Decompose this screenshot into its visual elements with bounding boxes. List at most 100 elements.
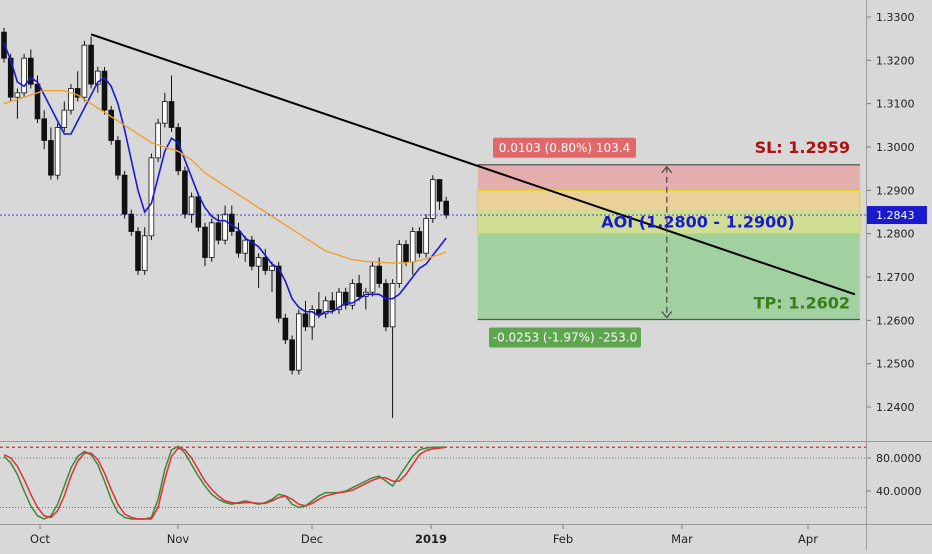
candle xyxy=(182,166,188,219)
candle xyxy=(215,214,222,245)
candle-body-up xyxy=(95,70,101,85)
candle-body-down xyxy=(356,283,362,297)
candle-body-down xyxy=(88,44,94,85)
candle-body-up xyxy=(349,283,356,306)
candle-body-up xyxy=(429,179,436,219)
candle-body-down xyxy=(101,70,108,111)
candle-body-down xyxy=(403,244,409,263)
candle xyxy=(242,235,249,262)
candle-body-up xyxy=(61,109,68,128)
candle xyxy=(416,227,423,258)
candle-body-down xyxy=(27,57,34,85)
candle xyxy=(68,84,74,115)
candle-body-down xyxy=(289,339,295,371)
candle xyxy=(336,287,342,314)
candle xyxy=(349,279,356,310)
candle-body-up xyxy=(68,88,74,111)
candle-body-up xyxy=(161,101,168,124)
candle xyxy=(396,240,403,288)
time-tick-label: Apr xyxy=(798,532,818,546)
candle xyxy=(289,335,295,375)
candle xyxy=(95,66,101,93)
candle-body-up xyxy=(155,122,161,159)
annotations: 0.0103 (0.80%) 103.4 -0.0253 (-1.97%) -25… xyxy=(0,33,866,348)
candle xyxy=(389,279,396,418)
zone-label: AOI (1.2800 - 1.2900) xyxy=(601,212,794,231)
candle-body-down xyxy=(302,313,309,328)
candle-body-down xyxy=(376,265,382,284)
candle xyxy=(188,192,195,223)
candle xyxy=(275,261,282,323)
candle xyxy=(48,127,54,180)
candle xyxy=(21,53,27,98)
candle-body-down xyxy=(34,83,41,120)
candle-body-down xyxy=(115,140,121,176)
candle xyxy=(168,75,175,132)
candle xyxy=(329,292,336,314)
candle xyxy=(121,170,128,219)
candle xyxy=(356,274,362,301)
time-tick-label: 2019 xyxy=(415,532,447,546)
time-tick-label: Oct xyxy=(30,532,50,546)
candle xyxy=(208,218,215,262)
slow-moving-average-line xyxy=(3,90,447,264)
time-tick-label: Dec xyxy=(301,532,323,546)
candle xyxy=(342,287,349,310)
candle-body-up xyxy=(255,257,262,267)
candle xyxy=(108,105,115,145)
candle xyxy=(14,88,21,119)
trade-zones xyxy=(477,164,861,321)
oscillator-k-line xyxy=(3,445,447,520)
indicator-lines xyxy=(3,42,447,317)
candle xyxy=(295,309,302,375)
candle xyxy=(262,248,269,275)
take-profit-label: TP: 1.2602 xyxy=(754,293,850,312)
oscillator-pane xyxy=(0,445,866,520)
candle xyxy=(222,205,228,245)
candle xyxy=(115,136,121,180)
candle xyxy=(141,227,148,275)
candle xyxy=(195,192,202,232)
candle-body-down xyxy=(168,101,175,128)
candle-body-down xyxy=(135,231,141,271)
candle-body-down xyxy=(235,231,242,254)
candle-body-down xyxy=(121,174,128,215)
trendline xyxy=(90,33,856,296)
stop-loss-label: SL: 1.2959 xyxy=(755,138,850,157)
candle xyxy=(403,240,409,267)
candle xyxy=(101,66,108,115)
candle-body-up xyxy=(222,213,228,241)
oscillator-tick-label: 40.0000 xyxy=(876,485,922,498)
oscillator-d-line xyxy=(3,446,447,520)
candle xyxy=(81,40,88,102)
candle-body-down xyxy=(342,291,349,306)
candle-body-down xyxy=(443,200,449,216)
candlesticks xyxy=(1,27,449,418)
reward-readout-background xyxy=(489,327,641,348)
candle xyxy=(161,92,168,128)
price-tick-label: 1.3000 xyxy=(876,141,915,154)
candle-body-down xyxy=(182,170,188,215)
time-tick-label: Feb xyxy=(553,532,573,546)
candle-body-up xyxy=(295,313,302,371)
candle-body-up xyxy=(309,309,315,328)
candle-body-up xyxy=(389,283,396,328)
candle-body-up xyxy=(208,222,215,258)
measure-arrow-up-head xyxy=(661,165,673,174)
candle xyxy=(302,300,309,332)
time-tick-label: Mar xyxy=(671,532,693,546)
candle-body-up xyxy=(269,265,275,271)
candle-body-up xyxy=(423,218,429,254)
candle-body-down xyxy=(74,88,81,98)
price-tick-label: 1.3300 xyxy=(876,11,915,24)
price-tick-label: 1.2500 xyxy=(876,358,915,371)
price-tick-label: 1.3200 xyxy=(876,54,915,67)
candle xyxy=(269,261,275,293)
candle xyxy=(383,279,389,332)
last-price-badge-background xyxy=(867,206,927,225)
candle xyxy=(128,209,135,236)
candle-body-down xyxy=(275,265,282,319)
time-tick-label: Nov xyxy=(167,532,190,546)
